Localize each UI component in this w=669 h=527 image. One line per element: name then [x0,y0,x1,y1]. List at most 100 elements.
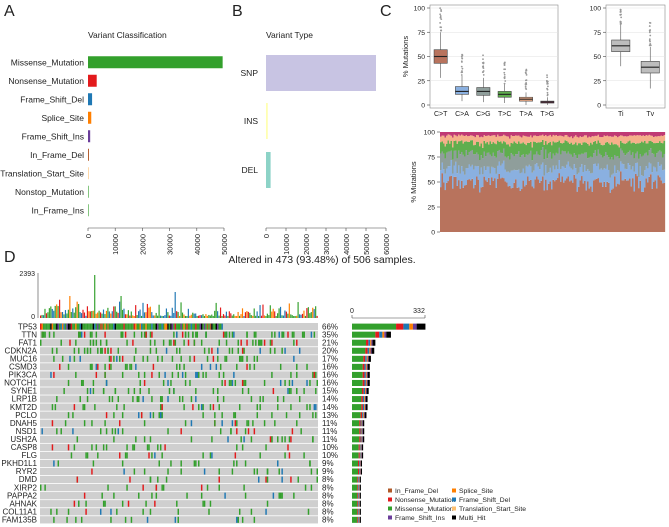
mutation-cell [171,371,174,378]
stack-segment [470,166,472,181]
stack-segment [456,173,459,186]
y-tick-label: 25 [417,78,425,85]
stack-segment [627,141,630,153]
mutation-cell [176,323,178,330]
stack-segment [507,132,510,137]
stack-segment [608,157,610,170]
gene-side-bar [363,388,366,395]
mutation-cell [167,379,169,386]
mutation-cell [212,323,215,330]
gene-side-bar [357,492,359,499]
mutation-cell [290,436,292,443]
stack-segment [497,140,499,152]
stack-segment [488,135,490,145]
mutation-cell [110,347,112,354]
stack-segment [569,153,571,167]
stack-segment [570,168,573,181]
mutation-cell [154,500,156,507]
legend-label: Translation_Start_Site [459,506,526,513]
stack-segment [537,136,540,143]
tmb-bar [164,315,166,318]
stack-segment [632,178,634,232]
mutation-cell [133,388,136,395]
panel-label-c: C [380,3,392,20]
stack-segment [488,177,490,232]
outlier [461,67,464,70]
stack-segment [441,173,444,232]
mutation-cell [91,420,93,427]
stack-segment [642,132,645,136]
mutation-cell [99,323,102,330]
stack-segment [654,167,657,181]
x-tick-label: 50000 [220,234,229,255]
stack-segment [504,169,507,182]
mutation-cell [83,492,86,499]
stack-segment [551,136,553,146]
mutation-cell [48,331,51,338]
stack-segment [564,140,567,152]
stack-segment [648,162,651,177]
mutation-cell [214,420,216,427]
mutation-cell [200,323,203,330]
mutation-cell [174,516,177,523]
stack-segment [581,176,583,232]
mutation-cell [236,420,238,427]
mutation-cell [278,492,280,499]
stack-segment [581,164,583,177]
mutation-cell [53,331,55,338]
mutation-cell [121,323,124,330]
gene-side-bar [358,444,360,451]
stack-segment [639,166,642,181]
stack-segment [443,132,445,136]
outlier [546,82,549,85]
outlier [524,71,527,74]
stack-segment [614,176,616,232]
category-label: Nonsense_Mutation [8,76,84,86]
gene-side-bar [359,500,361,507]
mutation-cell [82,379,84,386]
stack-segment [647,135,649,144]
gene-side-bar [359,476,361,483]
stack-segment [540,141,543,151]
stack-segment [657,151,660,163]
tmb-bar [129,315,131,318]
mutation-cell [315,404,317,411]
mutation-cell [138,492,140,499]
mutation-cell [217,355,219,362]
mutation-cell [296,339,298,346]
mutation-cell [265,508,267,515]
stack-segment [447,140,450,152]
mutation-cell [161,452,163,459]
stack-segment [531,160,534,173]
mutation-cell [211,452,213,459]
gene-side-bar [352,468,359,475]
mutation-cell [51,347,54,354]
stack-segment [531,147,534,161]
gene-side-bar [352,484,358,491]
stack-segment [494,135,496,144]
mutation-cell [271,371,273,378]
gene-side-bar [365,388,367,395]
tmb-bar [297,302,299,318]
gene-side-bar [358,484,359,491]
stack-segment [602,157,604,170]
stack-segment [446,135,448,144]
mutation-cell [145,331,147,338]
outlier [440,26,443,29]
mutation-cell [293,492,295,499]
mutation-cell [252,420,254,427]
mutation-cell [95,339,98,346]
mutation-cell [279,379,282,386]
stack-segment [444,132,447,138]
mutation-cell [95,323,98,330]
stack-segment [528,142,531,154]
tmb-min-label: 0 [31,314,35,321]
mutation-cell [67,379,70,386]
stack-segment [662,157,664,171]
mutation-cell [67,323,70,330]
stack-segment [513,132,516,136]
gene-side-bar [362,412,364,419]
mutation-cell [173,331,175,338]
gene-side-bar [352,516,358,523]
stack-segment [644,170,646,188]
